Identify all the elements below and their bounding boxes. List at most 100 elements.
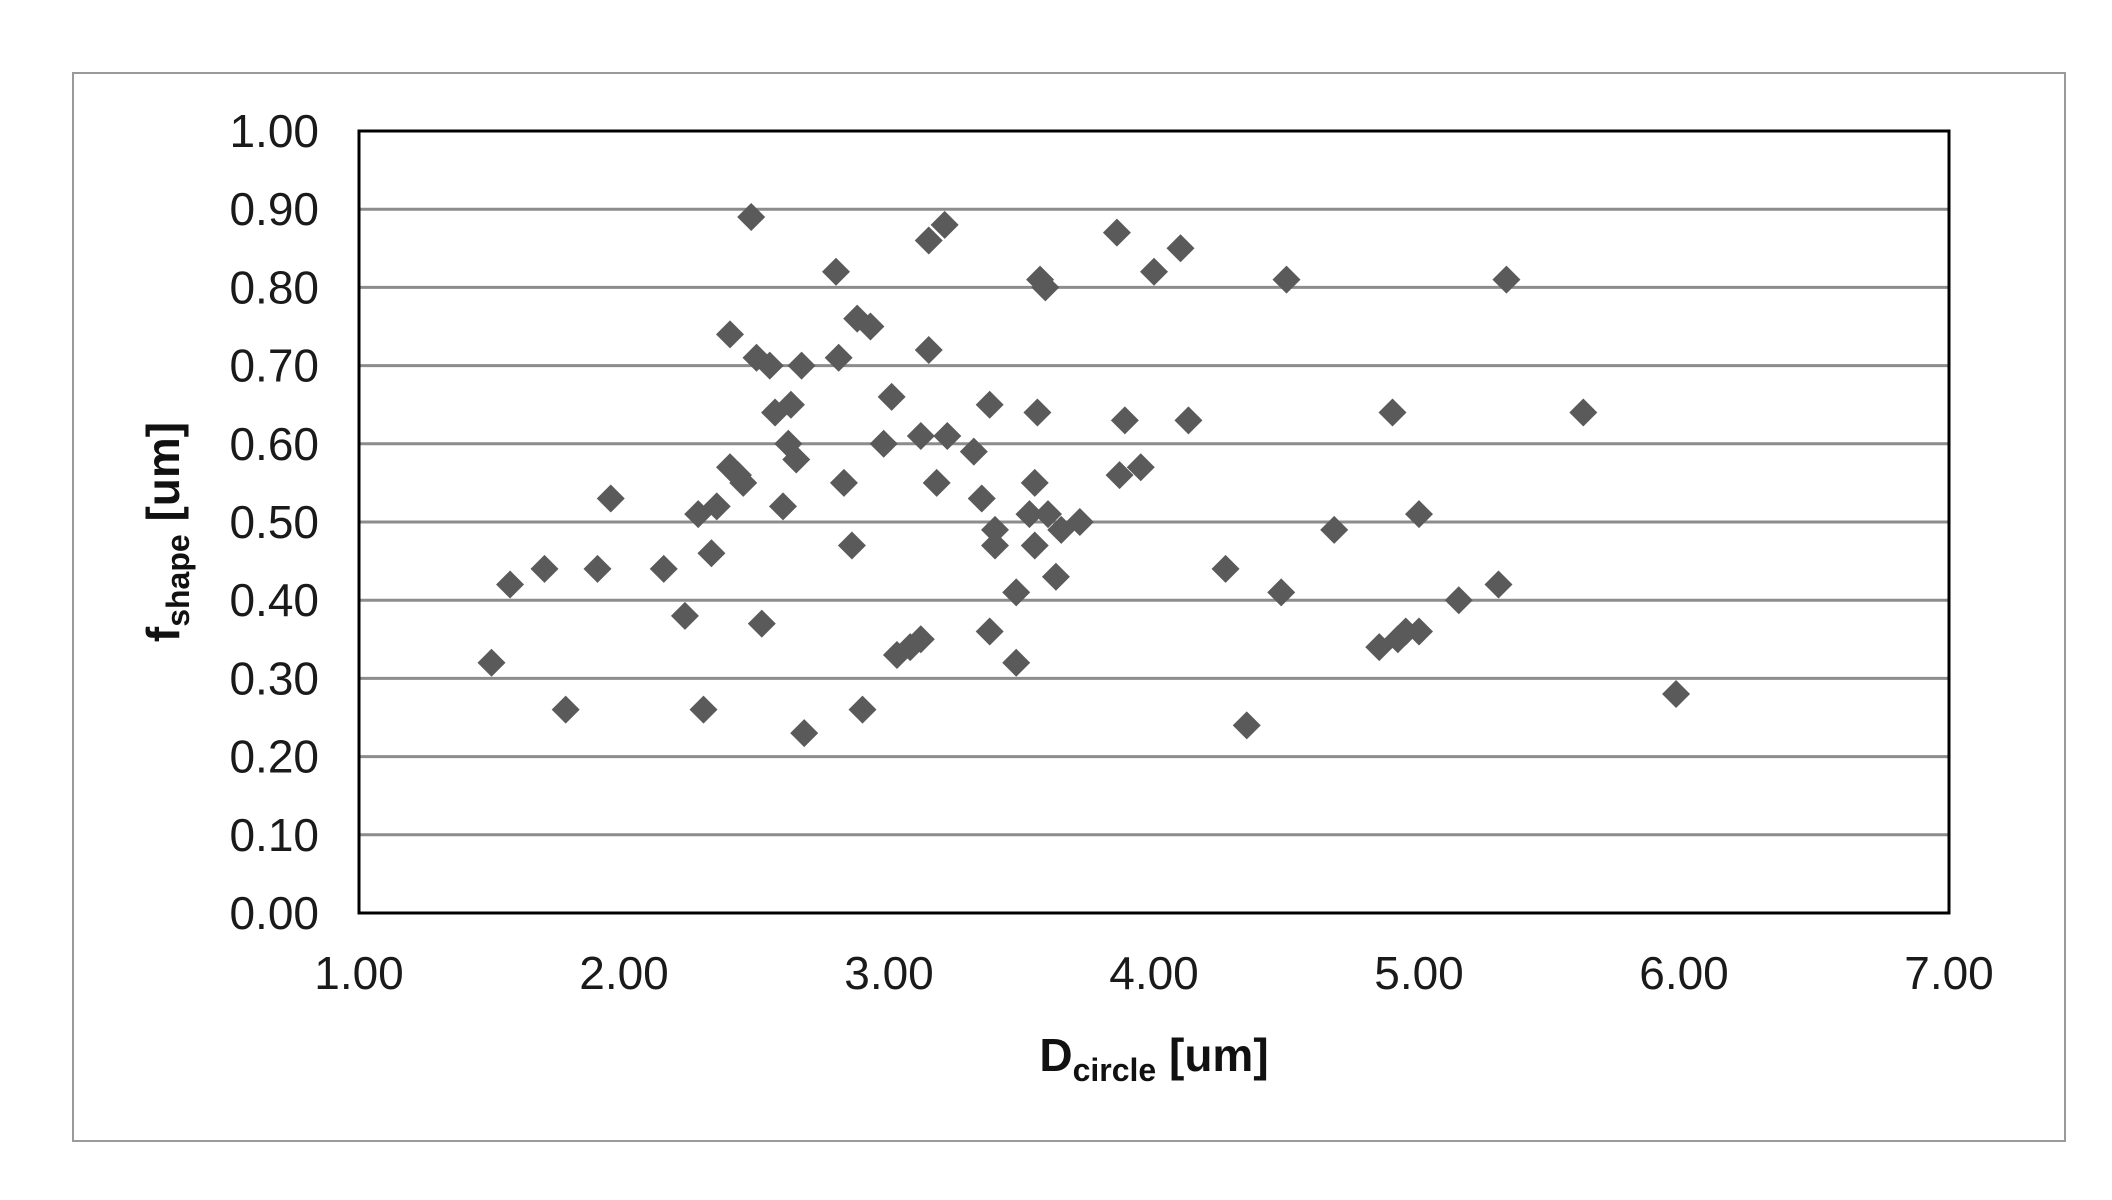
data-point [1002, 578, 1031, 607]
x-axis-tick-labels: 1.00 2.00 3.00 4.00 5.00 6.00 7.00 [314, 947, 1994, 999]
x-tick-label: 1.00 [314, 947, 404, 999]
x-axis-title-unit: [um] [1156, 1029, 1268, 1081]
data-point [776, 390, 805, 419]
data-point [1378, 398, 1407, 427]
data-point [877, 382, 906, 411]
data-point [1444, 586, 1473, 615]
data-point [496, 570, 525, 599]
data-point [1492, 265, 1521, 294]
data-point [959, 437, 988, 466]
scatter-chart: 0.00 0.10 0.20 0.30 0.40 0.50 0.60 0.70 0.80 0.90… [137, 105, 1994, 1088]
y-axis-title-main: f [137, 626, 189, 642]
data-point [1484, 570, 1513, 599]
data-point [930, 210, 959, 239]
gridlines [359, 207, 1949, 837]
x-tick-label: 4.00 [1109, 947, 1199, 999]
y-tick-label: 0.30 [229, 652, 319, 704]
data-point [737, 203, 766, 232]
x-tick-label: 7.00 [1904, 947, 1994, 999]
data-point [933, 421, 962, 450]
data-point [1126, 453, 1155, 482]
data-point [1020, 531, 1049, 560]
data-point [1065, 508, 1094, 536]
y-tick-label: 0.90 [229, 183, 319, 235]
data-point [596, 484, 625, 513]
data-point [837, 531, 866, 560]
y-axis-title-unit: [um] [137, 422, 189, 534]
data-point [769, 492, 797, 521]
data-point [967, 484, 996, 513]
data-point [1020, 468, 1049, 497]
data-point [790, 719, 819, 748]
data-point [670, 601, 699, 630]
data-point [583, 554, 612, 583]
data-point [1405, 500, 1433, 529]
data-point [747, 609, 776, 638]
data-point [975, 390, 1004, 419]
data-point [1015, 500, 1044, 529]
data-point [755, 351, 784, 380]
x-tick-label: 2.00 [579, 947, 669, 999]
data-point [829, 468, 858, 497]
y-axis-title-subscript: shape [160, 534, 196, 626]
y-tick-label: 0.60 [229, 418, 319, 470]
data-point [906, 421, 935, 450]
data-point [975, 617, 1004, 646]
data-point [1110, 406, 1139, 435]
data-point [1272, 265, 1301, 294]
y-axis-title: fshape [um] [137, 422, 196, 642]
x-tick-label: 3.00 [844, 947, 934, 999]
data-point [822, 257, 850, 286]
plot-area-border [357, 129, 1951, 915]
data-point [1267, 578, 1296, 607]
y-tick-label: 0.50 [229, 496, 319, 548]
x-tick-label: 5.00 [1374, 947, 1464, 999]
data-point [1166, 234, 1195, 263]
data-point [1002, 648, 1031, 677]
data-point [869, 429, 898, 458]
chart-frame: 0.00 0.10 0.20 0.30 0.40 0.50 0.60 0.70 0.80 0.90… [72, 72, 2066, 1142]
data-point [1023, 398, 1052, 427]
y-axis-tick-labels: 0.00 0.10 0.20 0.30 0.40 0.50 0.60 0.70 0.80 0.90… [229, 105, 319, 939]
data-point [1405, 617, 1433, 646]
y-tick-label: 1.00 [229, 105, 319, 157]
data-point [824, 343, 853, 372]
data-point [716, 320, 744, 349]
data-point [729, 468, 758, 497]
data-point [1320, 515, 1349, 544]
data-point [1105, 461, 1134, 490]
x-axis-title-subscript: circle [1073, 1052, 1157, 1088]
x-tick-label: 6.00 [1639, 947, 1729, 999]
data-point [649, 554, 678, 583]
y-tick-label: 0.80 [229, 261, 319, 313]
data-point [689, 695, 718, 724]
data-point [922, 468, 951, 497]
x-axis-title-main: D [1039, 1029, 1072, 1081]
data-point [914, 335, 943, 364]
data-point [848, 695, 877, 724]
data-point [1569, 398, 1598, 427]
data-point [856, 312, 885, 341]
data-point [1041, 562, 1070, 591]
data-point [1102, 218, 1131, 247]
y-tick-label: 0.10 [229, 809, 319, 861]
data-point [1174, 406, 1203, 435]
y-tick-label: 0.20 [229, 731, 319, 783]
data-point [914, 226, 943, 255]
data-point [1031, 273, 1060, 302]
data-point [981, 515, 1009, 544]
y-tick-label: 0.40 [229, 574, 319, 626]
y-tick-label: 0.00 [229, 887, 319, 939]
data-point [702, 492, 731, 521]
data-point [981, 531, 1009, 560]
data-point [1140, 257, 1168, 286]
data-point [906, 625, 935, 654]
y-tick-label: 0.70 [229, 340, 319, 392]
data-point [782, 445, 811, 474]
data-point [1232, 711, 1261, 740]
data-point [477, 648, 506, 677]
data-point [551, 695, 580, 724]
data-point [1034, 500, 1062, 529]
data-point [1662, 680, 1691, 709]
data-point [1211, 554, 1240, 583]
